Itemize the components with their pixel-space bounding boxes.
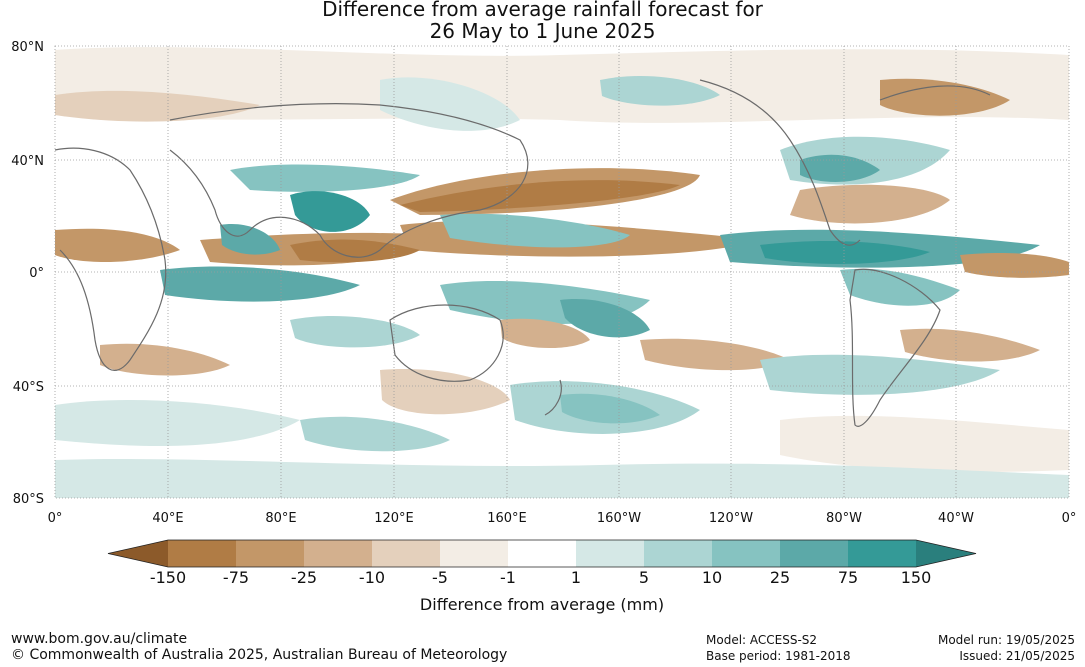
colorbar-tick-label: -10 xyxy=(359,568,385,587)
lon-label-120w: 120°W xyxy=(709,511,753,526)
lon-label-120e: 120°E xyxy=(374,511,414,526)
colorbar: -150 -75 -25 -10 -5 -1 1 5 10 25 75 150 xyxy=(107,539,977,587)
colorbar-tick-label: 75 xyxy=(838,568,858,587)
footer-base-period: Base period: 1981-2018 xyxy=(706,649,851,663)
map-title-line-1: Difference from average rainfall forecas… xyxy=(322,0,763,21)
colorbar-tick-label: 5 xyxy=(639,568,649,587)
lon-label-40w: 40°W xyxy=(938,511,974,526)
colorbar-tick-label: -1 xyxy=(500,568,516,587)
colorbar-extend-high xyxy=(916,540,976,567)
graticule xyxy=(55,46,1069,498)
colorbar-tick-label: -150 xyxy=(150,568,186,587)
lat-label-0: 0° xyxy=(29,266,44,281)
colorbar-tick-label: 10 xyxy=(702,568,722,587)
lon-label-80w: 80°W xyxy=(826,511,862,526)
lon-label-80e: 80°E xyxy=(265,511,296,526)
lon-label-160e: 160°E xyxy=(487,511,527,526)
footer-model: Model: ACCESS-S2 xyxy=(706,633,818,647)
footer-url: www.bom.gov.au/climate xyxy=(11,631,188,647)
colorbar-tick-label: -75 xyxy=(223,568,249,587)
map-title-line-2: 26 May to 1 June 2025 xyxy=(429,19,656,43)
footer-model-run: Model run: 19/05/2025 xyxy=(937,633,1075,647)
lat-label-80n: 80°N xyxy=(11,40,44,55)
lon-label-0-east: 0° xyxy=(1062,511,1077,526)
lon-label-160w: 160°W xyxy=(597,511,641,526)
colorbar-extend-low xyxy=(108,540,168,567)
colorbar-swatch xyxy=(508,540,576,567)
lat-label-80s: 80°S xyxy=(13,492,44,507)
colorbar-swatch xyxy=(712,540,780,567)
lon-label-40e: 40°E xyxy=(152,511,183,526)
colorbar-swatch xyxy=(848,540,916,567)
colorbar-swatch xyxy=(576,540,644,567)
colorbar-swatch xyxy=(372,540,440,567)
colorbar-swatch xyxy=(168,540,236,567)
colorbar-tick-label: -5 xyxy=(432,568,448,587)
lon-label-0-west: 0° xyxy=(48,511,63,526)
coastlines xyxy=(54,79,991,427)
lat-label-40s: 40°S xyxy=(13,380,44,395)
colorbar-tick-label: 150 xyxy=(901,568,932,587)
colorbar-swatch xyxy=(236,540,304,567)
footer-copyright: © Commonwealth of Australia 2025, Austra… xyxy=(11,647,508,663)
colorbar-tick-label: -25 xyxy=(291,568,317,587)
colorbar-swatch xyxy=(304,540,372,567)
colorbar-tick-label: 1 xyxy=(571,568,581,587)
anomaly-field xyxy=(55,46,1069,498)
colorbar-swatch xyxy=(440,540,508,567)
lat-label-40n: 40°N xyxy=(11,154,44,169)
colorbar-swatch xyxy=(644,540,712,567)
footer-issued: Issued: 21/05/2025 xyxy=(959,649,1075,663)
colorbar-label: Difference from average (mm) xyxy=(420,595,664,614)
colorbar-swatch xyxy=(780,540,848,567)
colorbar-tick-label: 25 xyxy=(770,568,790,587)
